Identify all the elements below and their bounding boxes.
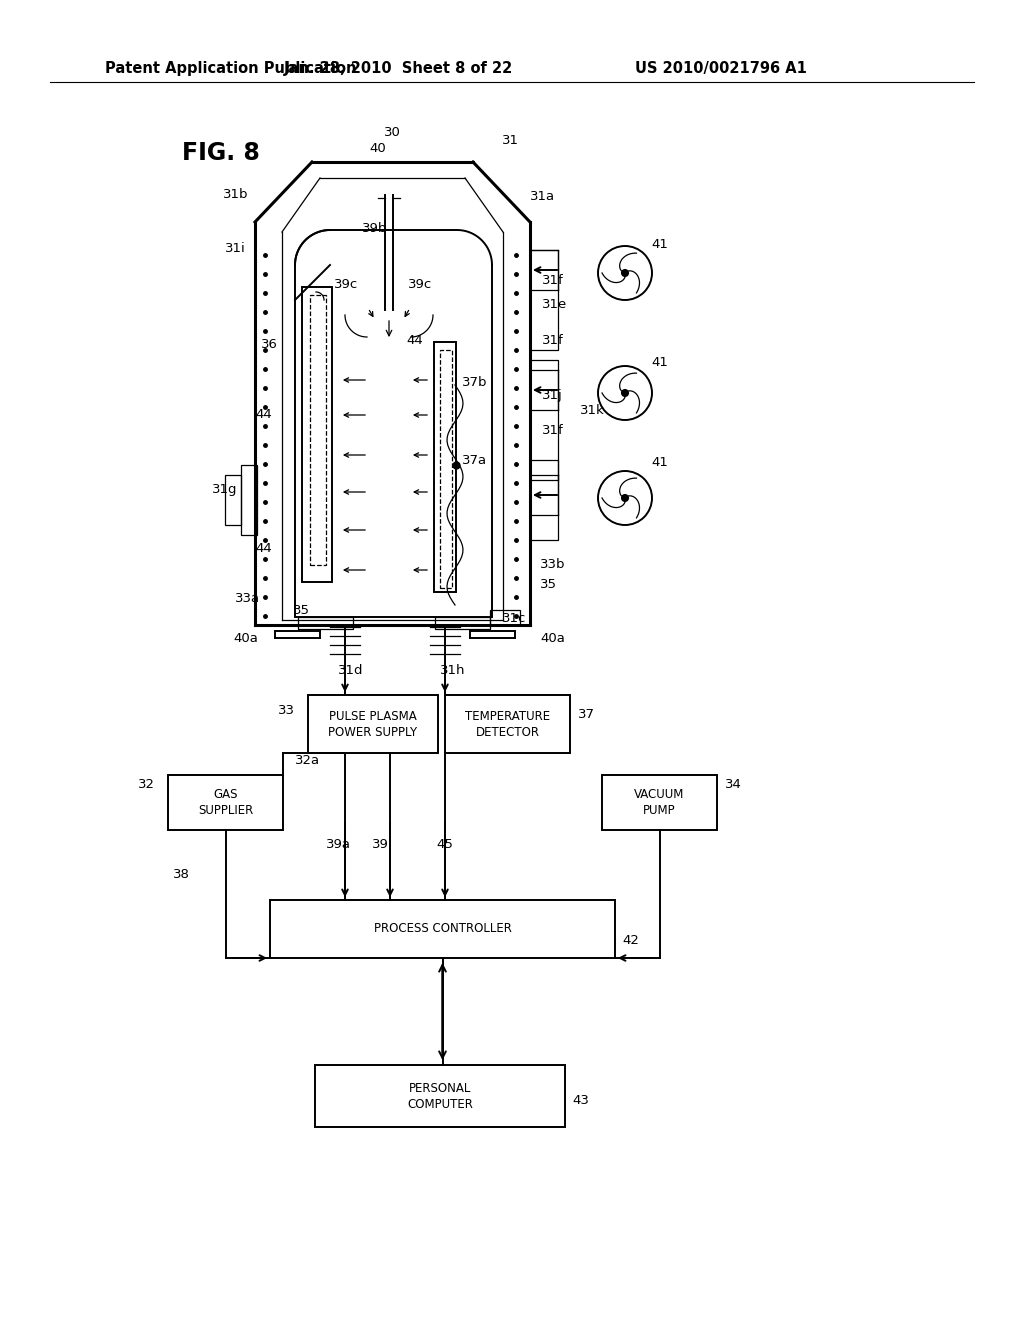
Text: Patent Application Publication: Patent Application Publication xyxy=(105,61,356,75)
Text: 31f: 31f xyxy=(542,273,564,286)
Text: 35: 35 xyxy=(293,603,310,616)
Text: SUPPLIER: SUPPLIER xyxy=(198,804,253,817)
Text: US 2010/0021796 A1: US 2010/0021796 A1 xyxy=(635,61,807,75)
Bar xyxy=(530,249,558,350)
Text: 31f: 31f xyxy=(542,424,564,437)
Text: 39c: 39c xyxy=(408,279,432,292)
Text: 37b: 37b xyxy=(462,375,487,388)
Text: 33b: 33b xyxy=(540,558,565,572)
Text: 33: 33 xyxy=(278,704,295,717)
Text: 38: 38 xyxy=(173,869,190,882)
Text: 36: 36 xyxy=(261,338,278,351)
Bar xyxy=(440,350,452,587)
Bar xyxy=(302,286,332,582)
Text: 39a: 39a xyxy=(326,838,350,851)
Text: 40a: 40a xyxy=(233,631,258,644)
Text: GAS: GAS xyxy=(213,788,238,801)
Bar xyxy=(241,465,257,535)
Bar xyxy=(435,616,490,630)
Text: 34: 34 xyxy=(725,779,741,792)
Bar xyxy=(602,775,717,830)
Bar xyxy=(310,294,326,565)
Text: 31h: 31h xyxy=(440,664,466,676)
Bar xyxy=(168,775,283,830)
Bar xyxy=(315,1065,565,1127)
Text: PULSE PLASMA: PULSE PLASMA xyxy=(329,710,417,722)
Bar xyxy=(490,610,520,624)
Text: Jan. 28, 2010  Sheet 8 of 22: Jan. 28, 2010 Sheet 8 of 22 xyxy=(284,61,513,75)
Circle shape xyxy=(621,389,629,397)
Text: 44: 44 xyxy=(255,541,272,554)
Text: 40: 40 xyxy=(370,141,386,154)
Text: VACUUM: VACUUM xyxy=(634,788,685,801)
Text: 37: 37 xyxy=(578,709,595,722)
Text: DETECTOR: DETECTOR xyxy=(475,726,540,738)
Text: COMPUTER: COMPUTER xyxy=(408,1097,473,1110)
Text: 32: 32 xyxy=(138,779,155,792)
Bar xyxy=(445,696,570,752)
Text: TEMPERATURE: TEMPERATURE xyxy=(465,710,550,722)
Text: 45: 45 xyxy=(436,838,454,851)
Text: PUMP: PUMP xyxy=(643,804,676,817)
Bar xyxy=(308,696,438,752)
Text: 37a: 37a xyxy=(462,454,487,466)
Text: 39c: 39c xyxy=(334,279,358,292)
Text: 31c: 31c xyxy=(502,611,526,624)
Text: 44: 44 xyxy=(255,408,272,421)
Text: POWER SUPPLY: POWER SUPPLY xyxy=(329,726,418,738)
Text: 39: 39 xyxy=(372,838,388,851)
Text: 31d: 31d xyxy=(338,664,364,676)
Text: 39b: 39b xyxy=(362,222,388,235)
Text: PROCESS CONTROLLER: PROCESS CONTROLLER xyxy=(374,923,511,936)
Text: 31j: 31j xyxy=(542,388,563,401)
Text: 31: 31 xyxy=(502,133,518,147)
Text: 44: 44 xyxy=(407,334,423,346)
Text: 31e: 31e xyxy=(542,298,567,312)
Text: 31i: 31i xyxy=(225,242,246,255)
Text: 31b: 31b xyxy=(222,189,248,202)
Text: 41: 41 xyxy=(651,455,669,469)
Bar xyxy=(270,900,615,958)
Bar xyxy=(530,459,558,540)
Text: 31f: 31f xyxy=(542,334,564,346)
Text: 30: 30 xyxy=(384,127,400,140)
Text: 31a: 31a xyxy=(530,190,555,203)
Text: 43: 43 xyxy=(572,1093,589,1106)
Bar xyxy=(225,475,241,525)
Circle shape xyxy=(621,269,629,277)
Text: 31g: 31g xyxy=(212,483,237,496)
Text: 41: 41 xyxy=(651,239,669,252)
Text: PERSONAL: PERSONAL xyxy=(409,1081,471,1094)
Text: FIG. 8: FIG. 8 xyxy=(182,141,260,165)
Circle shape xyxy=(621,494,629,502)
Text: 33a: 33a xyxy=(234,591,260,605)
Text: 41: 41 xyxy=(651,356,669,370)
Text: 35: 35 xyxy=(540,578,557,591)
Bar xyxy=(434,342,456,591)
Bar xyxy=(530,360,558,480)
Text: 31k: 31k xyxy=(580,404,605,417)
Text: 42: 42 xyxy=(622,933,639,946)
Text: 40a: 40a xyxy=(540,631,565,644)
Text: 32a: 32a xyxy=(295,754,321,767)
Bar xyxy=(298,616,353,630)
